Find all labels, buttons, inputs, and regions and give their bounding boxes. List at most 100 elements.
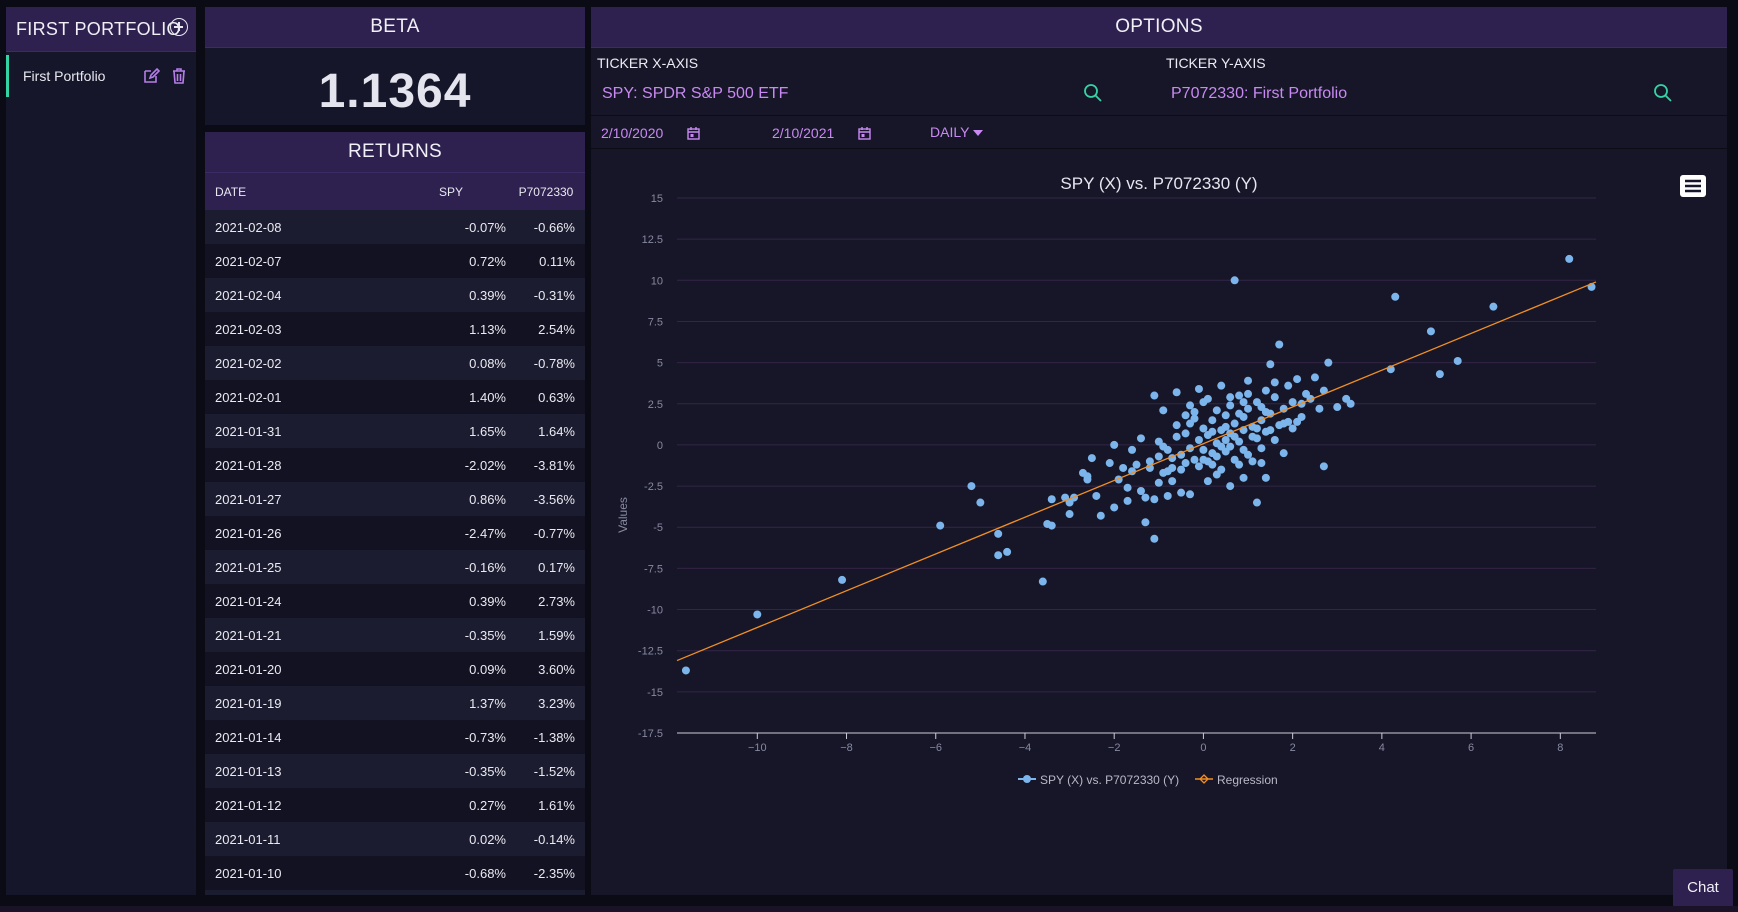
data-point[interactable]	[1293, 417, 1302, 426]
data-point[interactable]	[1221, 435, 1230, 444]
data-point[interactable]	[1177, 450, 1186, 459]
column-header-date[interactable]: DATE	[205, 173, 336, 210]
data-point[interactable]	[1244, 376, 1253, 385]
data-point[interactable]	[1123, 483, 1132, 492]
chart-legend[interactable]: SPY (X) vs. P7072330 (Y) Regression	[1018, 773, 1278, 787]
data-point[interactable]	[1132, 460, 1141, 469]
data-point[interactable]	[1177, 465, 1186, 474]
data-point[interactable]	[1221, 411, 1230, 420]
data-point[interactable]	[967, 482, 976, 491]
data-point[interactable]	[1252, 424, 1261, 433]
data-point[interactable]	[1435, 370, 1444, 379]
data-point[interactable]	[1141, 493, 1150, 502]
data-point[interactable]	[1284, 381, 1293, 390]
data-point[interactable]	[1270, 393, 1279, 402]
frequency-dropdown[interactable]: DAILY	[930, 124, 984, 140]
data-point[interactable]	[1226, 442, 1235, 451]
data-point[interactable]	[1208, 427, 1217, 436]
data-point[interactable]	[1333, 403, 1342, 412]
data-point[interactable]	[1194, 384, 1203, 393]
portfolio-item[interactable]: First Portfolio	[6, 55, 196, 97]
data-point[interactable]	[1119, 463, 1128, 472]
data-point[interactable]	[1270, 435, 1279, 444]
data-point[interactable]	[1239, 473, 1248, 482]
data-point[interactable]	[1145, 457, 1154, 466]
data-point[interactable]	[994, 551, 1003, 560]
legend-scatter-label[interactable]: SPY (X) vs. P7072330 (Y)	[1040, 773, 1179, 787]
data-point[interactable]	[1159, 406, 1168, 415]
chart-menu-icon[interactable]	[1680, 175, 1706, 197]
data-point[interactable]	[1186, 490, 1195, 499]
data-point[interactable]	[1391, 292, 1400, 301]
data-point[interactable]	[1266, 426, 1275, 435]
data-point[interactable]	[1257, 444, 1266, 453]
data-point[interactable]	[1047, 495, 1056, 504]
data-point[interactable]	[1221, 422, 1230, 431]
data-point[interactable]	[1083, 472, 1092, 481]
data-point[interactable]	[681, 666, 690, 675]
data-point[interactable]	[1226, 482, 1235, 491]
data-point[interactable]	[1310, 373, 1319, 382]
data-point[interactable]	[1136, 487, 1145, 496]
data-point[interactable]	[1190, 408, 1199, 416]
data-point[interactable]	[1230, 276, 1239, 285]
data-point[interactable]	[1252, 498, 1261, 507]
data-point[interactable]	[1172, 388, 1181, 397]
calendar-icon[interactable]	[858, 127, 871, 145]
data-point[interactable]	[1261, 408, 1270, 416]
data-point[interactable]	[976, 498, 985, 507]
data-point[interactable]	[1203, 457, 1212, 466]
data-point[interactable]	[1235, 409, 1244, 418]
ticker-y-input[interactable]: P7072330: First Portfolio	[1171, 85, 1348, 102]
data-point[interactable]	[1266, 360, 1275, 369]
data-point[interactable]	[1235, 460, 1244, 469]
data-point[interactable]	[1154, 478, 1163, 487]
data-point[interactable]	[1186, 401, 1195, 410]
data-point[interactable]	[1181, 429, 1190, 438]
data-point[interactable]	[1154, 452, 1163, 461]
data-point[interactable]	[1319, 462, 1328, 471]
data-point[interactable]	[1150, 391, 1159, 400]
data-point[interactable]	[1244, 389, 1253, 398]
data-point[interactable]	[1199, 445, 1208, 454]
end-date-input[interactable]: 2/10/2021	[772, 125, 835, 141]
data-point[interactable]	[1038, 577, 1047, 586]
calendar-icon[interactable]	[687, 127, 700, 145]
data-point[interactable]	[1194, 435, 1203, 444]
data-point[interactable]	[1217, 381, 1226, 390]
data-point[interactable]	[1279, 404, 1288, 413]
data-point[interactable]	[1150, 495, 1159, 504]
data-point[interactable]	[1136, 434, 1145, 443]
data-point[interactable]	[1324, 358, 1333, 367]
data-point[interactable]	[1248, 457, 1257, 466]
trash-icon[interactable]	[171, 67, 187, 90]
data-point[interactable]	[1163, 445, 1172, 454]
chat-button[interactable]: Chat	[1673, 869, 1733, 907]
data-point[interactable]	[1110, 503, 1119, 512]
data-point[interactable]	[1288, 398, 1297, 407]
data-point[interactable]	[1244, 404, 1253, 413]
data-point[interactable]	[1150, 534, 1159, 543]
data-point[interactable]	[1235, 391, 1244, 400]
ticker-x-input[interactable]: SPY: SPDR S&P 500 ETF	[602, 85, 789, 102]
data-point[interactable]	[1163, 491, 1172, 500]
data-point[interactable]	[1168, 477, 1177, 486]
add-portfolio-icon[interactable]	[170, 18, 188, 36]
data-point[interactable]	[1123, 496, 1132, 505]
data-point[interactable]	[1172, 421, 1181, 430]
search-icon[interactable]	[1653, 83, 1673, 108]
data-point[interactable]	[1565, 254, 1574, 263]
data-point[interactable]	[1181, 459, 1190, 468]
data-point[interactable]	[1315, 404, 1324, 413]
data-point[interactable]	[1270, 378, 1279, 387]
data-point[interactable]	[1261, 473, 1270, 482]
data-point[interactable]	[1177, 488, 1186, 497]
data-point[interactable]	[1226, 393, 1235, 402]
data-point[interactable]	[936, 521, 945, 530]
data-point[interactable]	[1212, 452, 1221, 461]
data-point[interactable]	[1426, 327, 1435, 336]
data-point[interactable]	[1212, 470, 1221, 479]
data-point[interactable]	[1489, 302, 1498, 311]
data-point[interactable]	[1279, 449, 1288, 458]
data-point[interactable]	[1186, 419, 1195, 428]
